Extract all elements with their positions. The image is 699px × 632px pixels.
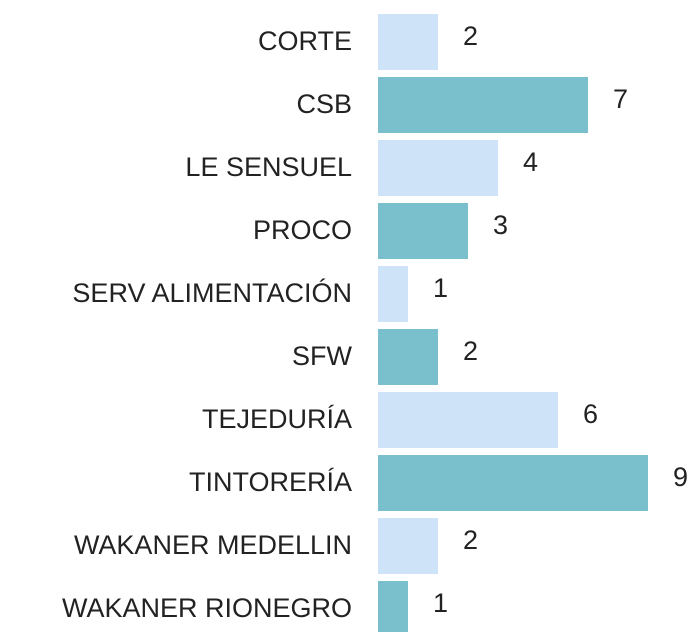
bar xyxy=(378,77,588,133)
value-label: 3 xyxy=(493,210,508,240)
bar xyxy=(378,14,438,70)
category-label: TINTORERÍA xyxy=(189,467,352,497)
category-label: WAKANER MEDELLIN xyxy=(74,530,352,560)
value-label: 2 xyxy=(463,336,478,366)
category-label: SERV ALIMENTACIÓN xyxy=(72,277,352,308)
bar xyxy=(378,518,438,574)
category-label: CSB xyxy=(296,89,352,119)
bar xyxy=(378,392,558,448)
category-label: LE SENSUEL xyxy=(185,152,352,182)
bar xyxy=(378,203,468,259)
bar xyxy=(378,140,498,196)
value-label: 1 xyxy=(433,588,448,618)
category-label: CORTE xyxy=(258,26,352,56)
value-label: 6 xyxy=(583,399,598,429)
bar xyxy=(378,266,408,322)
value-label: 9 xyxy=(673,462,688,492)
value-label: 1 xyxy=(433,273,448,303)
category-label: WAKANER RIONEGRO xyxy=(62,593,352,623)
value-label: 2 xyxy=(463,525,478,555)
category-label: TEJEDURÍA xyxy=(202,404,352,434)
bar xyxy=(378,329,438,385)
category-label: SFW xyxy=(292,341,353,371)
category-label: PROCO xyxy=(253,215,352,245)
bar xyxy=(378,455,648,511)
value-label: 4 xyxy=(523,147,538,177)
value-label: 2 xyxy=(463,21,478,51)
bar xyxy=(378,581,408,632)
value-label: 7 xyxy=(613,84,628,114)
